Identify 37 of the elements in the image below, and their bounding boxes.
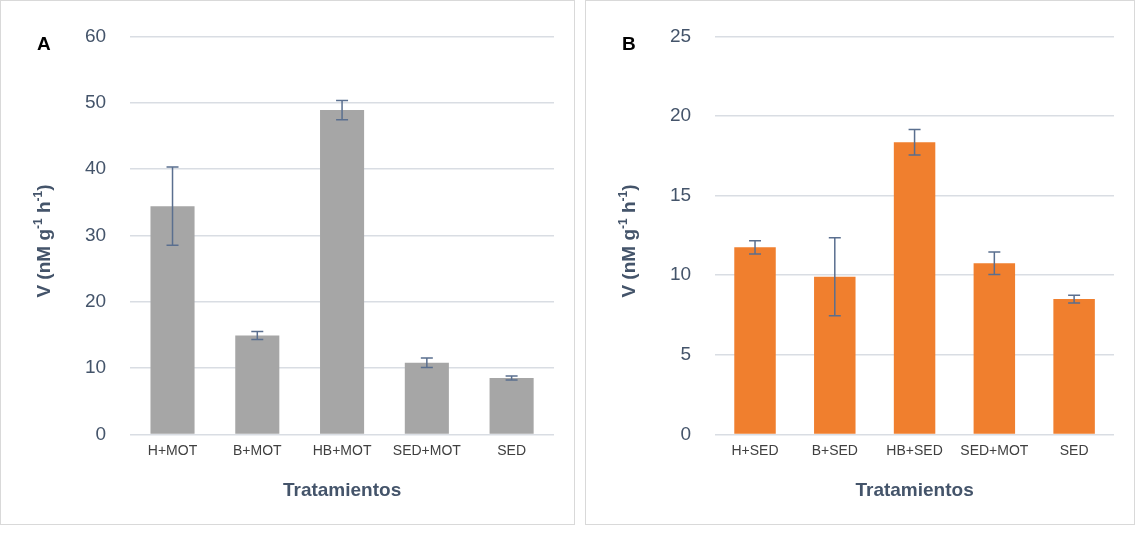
bar	[1053, 299, 1095, 434]
x-tick-label: SED	[497, 441, 527, 458]
bar	[235, 335, 280, 434]
y-tick-label: 10	[84, 356, 107, 378]
y-tick-label: 30	[84, 223, 107, 245]
x-tick-label: H+SED	[731, 441, 779, 458]
y-tick-label: 15	[669, 183, 692, 205]
y-tick-label: 0	[95, 422, 107, 444]
y-tick-label: 25	[669, 24, 692, 46]
x-tick-label: H+MOT	[147, 441, 198, 458]
bar	[734, 247, 776, 434]
bar	[814, 276, 856, 434]
x-tick-label: SED	[1059, 441, 1089, 458]
bar	[489, 378, 534, 434]
bar	[320, 110, 365, 434]
x-axis-title: Tratamientos	[855, 478, 974, 500]
y-tick-label: 20	[84, 289, 107, 311]
x-tick-label: B+MOT	[232, 441, 283, 458]
y-tick-label: 10	[669, 263, 692, 285]
x-tick-label: B+SED	[811, 441, 858, 458]
text: A	[37, 32, 51, 54]
x-tick-label: HB+MOT	[312, 441, 372, 458]
y-tick-label: 20	[669, 104, 692, 126]
x-tick-label: SED+MOT	[392, 441, 462, 458]
y-tick-label: 5	[680, 343, 692, 365]
bar	[893, 142, 936, 434]
x-axis-title: Tratamientos	[282, 478, 402, 500]
y-tick-label: 40	[84, 157, 107, 179]
bar	[150, 206, 195, 434]
bar	[404, 362, 449, 434]
text: B	[622, 32, 636, 54]
y-tick-label: 50	[84, 90, 107, 112]
y-tick-label: 60	[84, 24, 107, 46]
x-tick-label: SED+MOT	[960, 441, 1029, 458]
bar	[973, 263, 1016, 434]
x-tick-label: HB+SED	[886, 441, 943, 458]
y-tick-label: 0	[680, 422, 692, 444]
